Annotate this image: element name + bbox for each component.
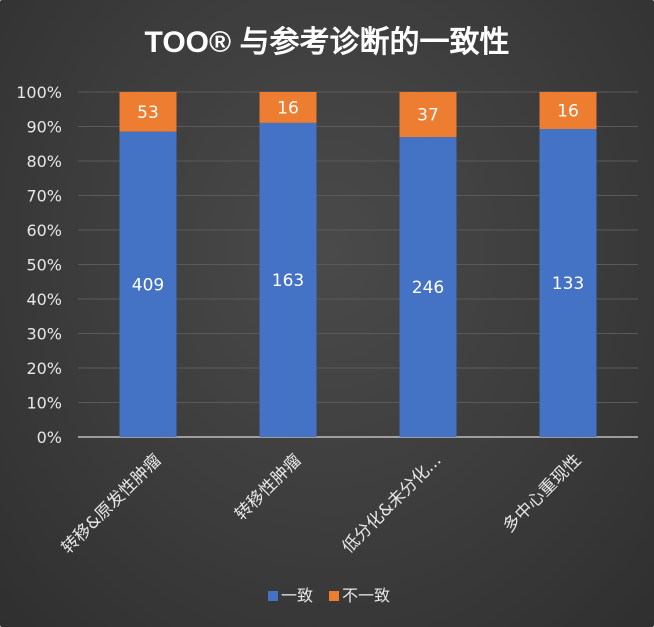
bar-segment-inconsistent (399, 92, 457, 138)
category-label: 转移&原发性肿瘤 (58, 450, 166, 558)
y-tick-label: 50% (26, 256, 62, 275)
category-label: 多中心重现性 (499, 450, 585, 536)
y-tick-label: 0% (37, 428, 62, 447)
y-axis: 0% 10% 20% 30% 40% 50% 60% 70% 80% 90% 100% (16, 83, 638, 447)
data-label: 37 (417, 106, 439, 126)
y-tick-label: 90% (26, 118, 62, 137)
y-tick-label: 30% (26, 325, 62, 344)
y-tick-label: 100% (16, 83, 62, 102)
bar-segment-inconsistent (259, 92, 317, 123)
data-label: 246 (412, 278, 444, 298)
y-tick-label: 80% (26, 152, 62, 171)
legend-swatch (268, 591, 278, 601)
legend: 一致 不一致 (268, 586, 390, 605)
legend-label: 一致 (281, 586, 313, 605)
bar-segment-inconsistent (119, 92, 177, 132)
y-tick-label: 40% (26, 290, 62, 309)
bar-segment-consistent (539, 129, 597, 437)
y-tick-label: 20% (26, 359, 62, 378)
category-label: 转移性肿瘤 (231, 450, 305, 524)
data-label: 133 (552, 274, 584, 294)
bar-segment-inconsistent (539, 92, 597, 130)
x-axis: 转移&原发性肿瘤 转移性肿瘤 低分化&未分化... 多中心重现性 (58, 450, 586, 558)
bar-segment-consistent (259, 122, 317, 438)
data-label: 16 (557, 102, 579, 122)
bar-segment-consistent (119, 131, 177, 437)
bar-segment-consistent (399, 137, 457, 437)
data-label: 53 (137, 103, 159, 123)
data-label: 16 (277, 98, 299, 118)
y-tick-label: 70% (26, 187, 62, 206)
legend-label: 不一致 (342, 586, 390, 605)
data-label: 409 (132, 275, 164, 295)
legend-swatch (329, 591, 339, 601)
y-tick-label: 60% (26, 221, 62, 240)
chart-title: TOO® 与参考诊断的一致性 (145, 26, 510, 59)
data-label: 163 (272, 271, 304, 291)
y-tick-label: 10% (26, 394, 62, 413)
category-label: 低分化&未分化... (338, 450, 445, 557)
bars: 409 53 163 16 246 37 133 16 (119, 92, 597, 438)
